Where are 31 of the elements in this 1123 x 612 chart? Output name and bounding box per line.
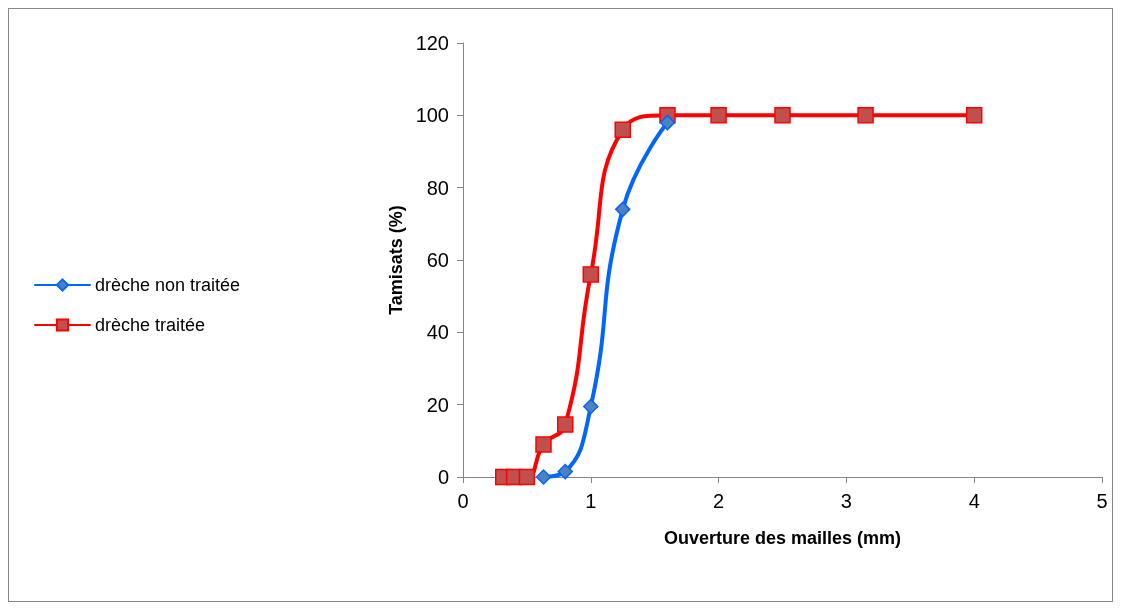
point [582,266,600,283]
y-tick-label: 0 [437,466,449,488]
x-tick-label: 3 [840,490,852,512]
point [557,463,573,480]
x-tick-label: 2 [713,490,725,512]
point [518,468,536,486]
x-axis-title: Ouverture des mailles (mm) [663,528,902,548]
point [556,416,574,433]
y-tick-label: 40 [426,321,449,344]
legend-label: drèche traitée [95,315,206,335]
point [710,107,727,124]
point [583,398,599,415]
y-tick-label: 120 [415,32,449,54]
point [659,114,676,131]
point [857,107,874,124]
point [614,121,631,139]
point [774,107,791,124]
y-axis-title: Tamisats (%) [385,205,406,315]
x-tick-label: 4 [968,490,980,512]
x-tick-label: 5 [1096,490,1108,512]
point [965,107,983,124]
y-tick-label: 80 [426,176,449,199]
y-tick-label: 20 [426,393,449,416]
point [535,436,552,453]
y-tick-label: 60 [426,249,449,271]
x-tick-label: 1 [585,490,597,512]
point [535,469,552,485]
x-tick-label: 0 [457,490,469,512]
legend-label: drèche non traitée [95,275,241,295]
y-tick-label: 100 [415,104,449,127]
point [615,201,631,218]
